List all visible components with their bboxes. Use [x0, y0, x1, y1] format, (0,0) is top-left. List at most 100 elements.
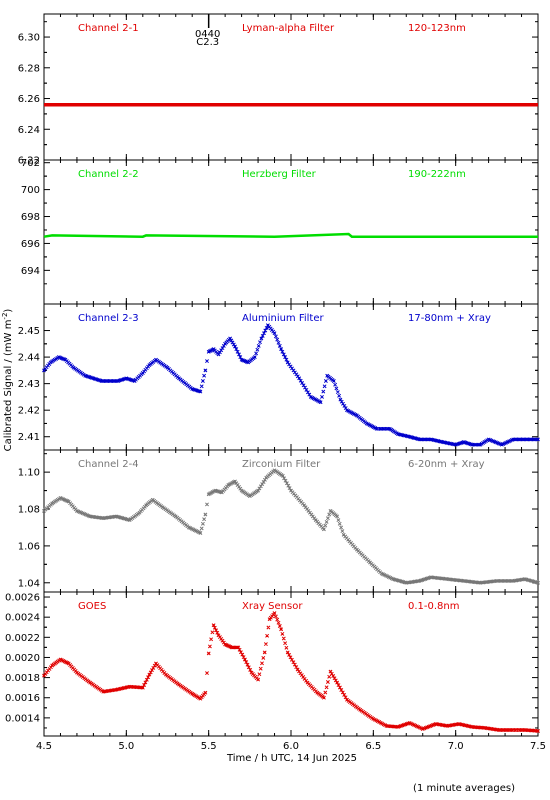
data-point	[49, 361, 52, 364]
data-point	[141, 371, 144, 375]
series-line	[43, 232, 538, 238]
data-point	[59, 496, 62, 500]
x-tick-label: 7.0	[448, 741, 464, 752]
data-point	[512, 579, 515, 583]
data-point	[42, 509, 46, 513]
data-point	[495, 579, 499, 583]
data-point	[339, 398, 342, 401]
data-point	[418, 438, 421, 441]
y-tick-label: 0.0016	[5, 693, 40, 704]
panel-filter-label: Aluminium Filter	[242, 313, 325, 324]
data-point	[306, 681, 309, 684]
data-point	[441, 440, 444, 444]
data-point	[67, 662, 70, 665]
footnote: (1 minute averages)	[413, 783, 515, 794]
data-point	[207, 652, 210, 655]
data-point	[199, 697, 202, 700]
data-point	[454, 443, 457, 446]
data-point	[457, 722, 461, 726]
data-point	[345, 408, 349, 412]
data-point	[227, 483, 230, 487]
data-point	[479, 443, 482, 446]
data-point	[536, 729, 540, 733]
data-point	[191, 387, 194, 391]
panel-filter-label: Zirconium Filter	[242, 459, 321, 470]
data-point	[470, 443, 474, 446]
y-tick-label: 700	[21, 185, 40, 196]
data-point	[302, 504, 306, 507]
data-point	[212, 347, 215, 351]
data-point	[484, 726, 487, 730]
data-point	[207, 350, 210, 353]
data-point	[446, 724, 449, 728]
data-point	[396, 725, 400, 729]
data-point	[462, 579, 466, 583]
data-point	[115, 515, 118, 518]
data-point	[268, 617, 271, 621]
data-point	[199, 531, 202, 535]
y-tick-label: 0.0018	[5, 673, 40, 684]
y-tick-label: 1.06	[18, 541, 40, 552]
y-tick-label: 2.45	[18, 326, 40, 337]
panel-frame	[43, 591, 539, 737]
data-point	[520, 438, 523, 441]
data-point	[365, 422, 368, 425]
data-point	[289, 489, 293, 492]
data-point	[151, 498, 154, 501]
y-tick-label: 0.0024	[5, 613, 40, 624]
data-point	[42, 369, 46, 372]
data-point	[141, 686, 144, 689]
data-point	[133, 379, 136, 383]
y-tick-label: 702	[21, 158, 40, 169]
data-point	[233, 480, 237, 483]
data-point	[199, 390, 202, 393]
data-point	[536, 581, 540, 584]
data-point	[329, 670, 332, 673]
data-point	[408, 721, 411, 725]
data-point	[220, 491, 224, 494]
data-point	[385, 724, 388, 728]
data-point	[128, 518, 131, 522]
panel-frame	[43, 303, 539, 451]
data-point	[265, 476, 268, 479]
data-point	[57, 355, 61, 359]
panel-channel-label: GOES	[78, 601, 106, 612]
data-point	[296, 668, 299, 671]
data-point	[446, 577, 449, 581]
data-point	[204, 691, 207, 694]
y-tick-label: 6.30	[18, 33, 40, 44]
data-point	[75, 671, 79, 674]
data-point	[286, 651, 289, 654]
data-point	[479, 581, 482, 584]
data-point	[314, 518, 317, 522]
data-point	[207, 493, 210, 496]
y-tick-label: 1.10	[18, 468, 40, 479]
data-point	[253, 355, 256, 359]
data-point	[391, 577, 395, 581]
data-point	[204, 513, 207, 516]
panel-channel-label: Channel 2-2	[78, 169, 139, 180]
panel-filter-label: Lyman-alpha Filter	[242, 23, 335, 34]
data-point	[161, 505, 164, 509]
data-point	[462, 440, 466, 444]
chart-panels: 6.22 6.24 6.26 6.28 6.30 Channel 2-1 Lyman-alp…	[5, 13, 540, 737]
data-point	[230, 646, 233, 649]
data-point	[237, 646, 240, 649]
data-point	[322, 696, 326, 699]
data-point	[75, 509, 79, 513]
data-point	[100, 379, 103, 383]
x-axis-label: Time / h UTC, 14 Jun 2025	[226, 753, 357, 764]
data-point	[240, 489, 243, 492]
y-tick-label: 698	[21, 212, 40, 223]
data-point	[418, 579, 421, 583]
data-point	[102, 517, 105, 520]
panel-3: 2.41 2.42 2.43 2.44 2.45 Channel 2-3 Aluminium…	[18, 303, 540, 451]
y-tick-label: 2.43	[18, 379, 40, 390]
y-tick-label: 694	[21, 266, 40, 277]
y-tick-label: 6.22	[18, 156, 40, 167]
data-point	[177, 377, 181, 380]
panel-filter-label: Herzberg Filter	[242, 169, 317, 180]
data-point	[309, 395, 312, 399]
data-point	[154, 358, 158, 361]
data-point	[233, 345, 237, 348]
